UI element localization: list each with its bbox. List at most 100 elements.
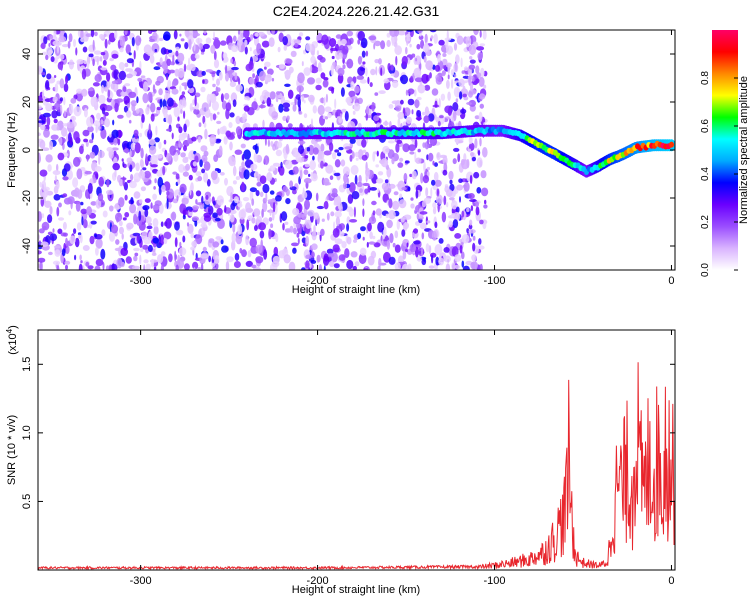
heatmap-cell [440, 93, 446, 102]
heatmap-cell [426, 171, 430, 177]
heatmap-cell [46, 116, 51, 127]
heatmap-cell [411, 109, 414, 115]
heatmap-cell [148, 138, 156, 146]
heatmap-cell [230, 202, 236, 211]
heatmap-cell [422, 175, 430, 184]
heatmap-cell [58, 217, 65, 221]
heatmap-cell [119, 36, 124, 47]
heatmap-cell [283, 254, 291, 264]
heatmap-cell [190, 64, 196, 72]
heatmap-cell [150, 202, 153, 209]
heatmap-cell [434, 179, 442, 187]
heatmap-cell [318, 264, 323, 270]
y-tick-label: 0.5 [21, 494, 33, 509]
heatmap-cell [468, 229, 476, 234]
heatmap-cell [413, 240, 421, 245]
heatmap-cell [223, 136, 228, 145]
heatmap-cell [323, 181, 332, 186]
heatmap-cell [182, 97, 186, 107]
heatmap-cell [143, 170, 151, 179]
y-tick-label: -20 [21, 190, 33, 206]
heatmap-cell [308, 94, 315, 103]
heatmap-cell [200, 145, 208, 152]
heatmap-cell [97, 193, 104, 202]
heatmap-cell [263, 155, 270, 166]
heatmap-cell [419, 211, 428, 215]
heatmap-cell [152, 237, 160, 244]
heatmap-cell [201, 102, 209, 112]
heatmap-cell [98, 94, 106, 104]
colorbar-strip [712, 30, 738, 270]
heatmap-cell [479, 263, 483, 270]
heatmap-cell [144, 208, 149, 218]
heatmap-cell [282, 186, 288, 193]
heatmap-cell [143, 264, 146, 270]
heatmap-cell [381, 182, 389, 191]
heatmap-cell [39, 139, 46, 150]
snr-y-multiplier: (x104) [5, 325, 20, 355]
heatmap-cell [70, 115, 76, 122]
heatmap-cell [104, 105, 113, 112]
heatmap-cell [190, 232, 194, 239]
heatmap-cell [431, 88, 439, 96]
heatmap-cell [400, 217, 405, 223]
heatmap-cell [174, 221, 180, 231]
heatmap-cell [134, 252, 139, 257]
heatmap-cell [214, 217, 221, 222]
heatmap-cell [40, 42, 46, 50]
heatmap-cell [469, 56, 473, 60]
heatmap-cell [423, 115, 430, 124]
heatmap-cell [435, 76, 443, 85]
heatmap-cell [421, 232, 425, 240]
heatmap-cell [202, 43, 210, 50]
heatmap-cell [175, 50, 179, 57]
heatmap-cell [130, 174, 134, 181]
heatmap-cell [173, 106, 180, 118]
heatmap-cell [392, 200, 400, 210]
heatmap-cell [235, 84, 243, 92]
heatmap-cell [133, 129, 139, 137]
heatmap-cell [120, 91, 128, 97]
heatmap-cell [388, 210, 396, 220]
heatmap-cell [417, 148, 421, 153]
heatmap-cell [49, 140, 54, 150]
heatmap-cell [118, 197, 125, 208]
heatmap-cell [391, 156, 395, 165]
heatmap-cell [82, 219, 88, 229]
heatmap-cell [308, 173, 311, 177]
heatmap-cell [424, 42, 429, 52]
heatmap-cell [403, 172, 408, 182]
heatmap-cell [447, 91, 451, 101]
heatmap-cell [204, 128, 208, 140]
heatmap-cell [124, 212, 130, 218]
heatmap-cell [145, 263, 151, 270]
heatmap-cell [407, 98, 415, 106]
heatmap-cell [424, 33, 428, 44]
heatmap-cell [478, 111, 483, 123]
heatmap-cell [428, 113, 435, 122]
heatmap-cell [255, 244, 263, 254]
heatmap-cell [59, 136, 63, 146]
heatmap-cell [50, 134, 59, 140]
heatmap-cell [277, 46, 281, 53]
heatmap-cell [329, 38, 337, 47]
heatmap-cell [261, 40, 270, 48]
heatmap-cell [271, 260, 280, 268]
heatmap-cell [237, 224, 243, 235]
heatmap-cell [389, 30, 398, 37]
heatmap-cell [268, 217, 273, 222]
heatmap-cell [474, 201, 479, 208]
heatmap-cell [346, 236, 352, 245]
heatmap-cell [284, 221, 289, 225]
heatmap-cell [192, 161, 198, 167]
heatmap-cell [455, 98, 459, 103]
heatmap-cell [296, 223, 301, 229]
heatmap-cell [246, 219, 250, 231]
heatmap-cell [416, 43, 421, 50]
spectrogram-x-ticks: -300 -200 -100 0 [130, 30, 675, 287]
heatmap-cell [153, 186, 156, 190]
heatmap-cell [434, 221, 438, 229]
heatmap-cell [129, 180, 137, 189]
heatmap-cell [140, 186, 146, 192]
heatmap-cell [202, 115, 206, 125]
